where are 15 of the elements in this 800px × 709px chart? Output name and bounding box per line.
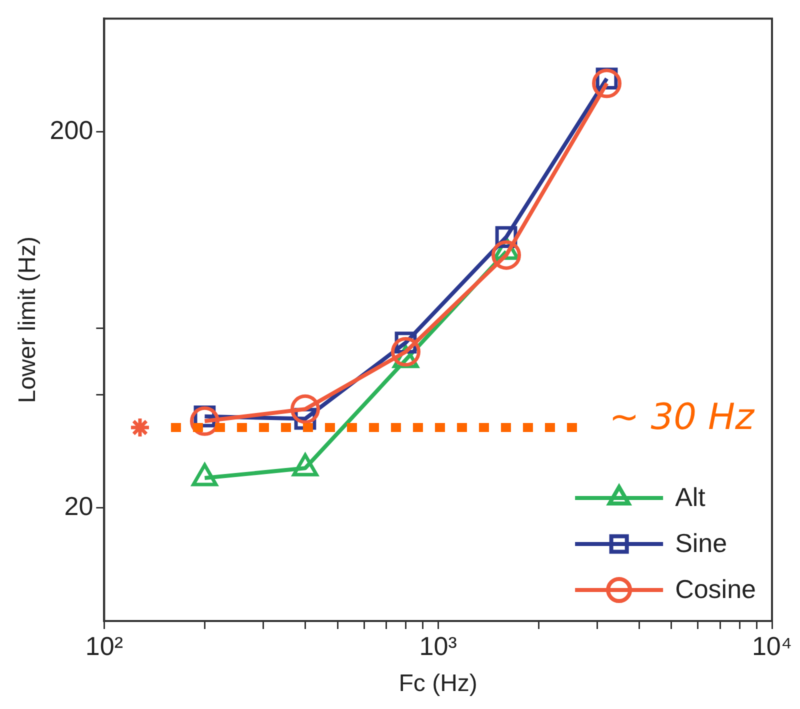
x-tick-label: 10⁴ — [752, 630, 792, 661]
y-tick-label: 20 — [64, 490, 94, 521]
ref-line-label: ~ 30 Hz — [609, 396, 756, 438]
x-tick-label: 10² — [85, 630, 124, 661]
legend-label: Cosine — [675, 574, 756, 604]
point — [290, 394, 320, 424]
point — [390, 337, 420, 367]
legend-label: Alt — [675, 482, 706, 512]
y-tick-label: 200 — [50, 114, 94, 145]
x-axis-title: Fc (Hz) — [398, 670, 478, 698]
y-axis-title: Lower limit (Hz) — [14, 236, 42, 404]
legend-label: Sine — [675, 528, 728, 558]
x-tick-label: 10³ — [419, 630, 458, 661]
point — [592, 68, 622, 98]
point — [491, 240, 521, 270]
